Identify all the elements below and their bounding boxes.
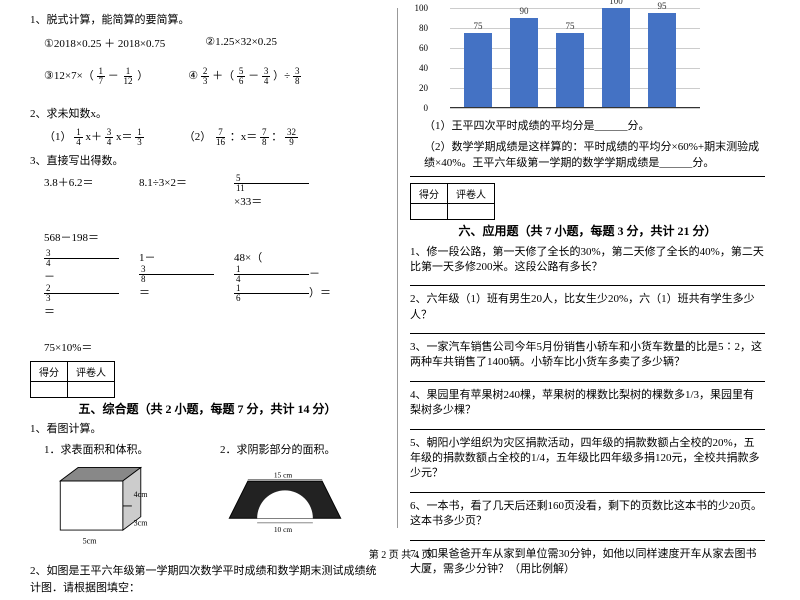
svg-text:15 cm: 15 cm	[274, 470, 293, 479]
arch-figure: 15 cm 10 cm	[220, 467, 350, 537]
q1-d: ④ 23 ＋（ 56 － 34 ）÷ 38	[188, 67, 301, 86]
app-q1: 1、修一段公路，第一天修了全长的30%，第二天修了全长的40%，第二天比第一天多…	[410, 245, 765, 276]
svg-text:5cm: 5cm	[83, 537, 98, 546]
q2-a: （1） 14 x＋ 34 x＝ 13	[44, 128, 144, 147]
q1-a: ①2018×0.25 ＋ 2018×0.75	[44, 35, 165, 51]
q1-title: 1、脱式计算，能简算的要简算。	[30, 12, 385, 29]
q1-c: ③12×7×（ 17 － 112 ）	[44, 67, 148, 86]
page-footer: 第 2 页 共 4 页	[0, 546, 800, 561]
app-q5: 5、朝阳小学组织为灾区捐款活动，四年级的捐款数额占全校的20%，五年级的捐款数额…	[410, 436, 765, 482]
q3-title: 3、直接写出得数。	[30, 153, 385, 170]
svg-text:3cm: 3cm	[134, 519, 149, 528]
q2-title: 2、求未知数x。	[30, 106, 385, 123]
s5-q1: 1、看图计算。	[30, 421, 385, 438]
q1-b: ②1.25×32×0.25	[205, 35, 277, 51]
app-q4: 4、果园里有苹果树240棵，苹果树的棵数比梨树的棵数多1/3，果园里有梨树多少棵…	[410, 388, 765, 419]
app-q6: 6、一本书，看了几天后还剩160页没看，剩下的页数比这本书的少20页。这本书多少…	[410, 499, 765, 530]
score-box: 得分评卷人	[30, 361, 115, 398]
chart-q2: （2）数学学期成绩是这样算的：平时成绩的平均分×60%+期末测验成绩×40%。王…	[424, 139, 765, 172]
q3-row1: 3.8＋6.2＝ 8.1÷3×2＝ 511×33＝ 568－198＝	[44, 174, 385, 245]
score-box-right: 得分评卷人	[410, 183, 495, 220]
bar-chart: 020406080100 75907510095	[450, 8, 700, 108]
right-column: 020406080100 75907510095 （1）王平四次平时成绩的平均分…	[410, 8, 765, 600]
section-5-title: 五、综合题（共 2 小题，每题 7 分，共计 14 分）	[30, 400, 385, 417]
s5-q2: 2、如图是王平六年级第一学期四次数学平时成绩和数学期末测试成绩统计图．请根据图填…	[30, 563, 385, 596]
column-divider	[397, 8, 398, 528]
section-6-title: 六、应用题（共 7 小题，每题 3 分，共计 21 分）	[410, 222, 765, 239]
app-q3: 3、一家汽车销售公司今年5月份销售小轿车和小货车数量的比是5∶2，这两种车共销售…	[410, 340, 765, 371]
left-column: 1、脱式计算，能简算的要简算。 ①2018×0.25 ＋ 2018×0.75 ②…	[30, 8, 385, 600]
q2-b: （2） 716 ：x＝ 78 ： 329	[184, 128, 298, 147]
cuboid-figure: 4cm 3cm 5cm	[50, 463, 160, 548]
q3-row2: 34－23＝ 1－38＝ 48×（14－16）＝ 75×10%＝	[44, 249, 385, 355]
svg-text:10 cm: 10 cm	[274, 525, 293, 534]
s5-q1b: 2．求阴影部分的面积。	[220, 441, 380, 457]
svg-text:4cm: 4cm	[134, 490, 149, 499]
s5-q1a: 1．求表面积和体积。	[44, 441, 190, 457]
app-q2: 2、六年级（1）班有男生20人，比女生少20%，六（1）班共有学生多少人？	[410, 292, 765, 323]
chart-q1: （1）王平四次平时成绩的平均分是______分。	[424, 118, 765, 135]
